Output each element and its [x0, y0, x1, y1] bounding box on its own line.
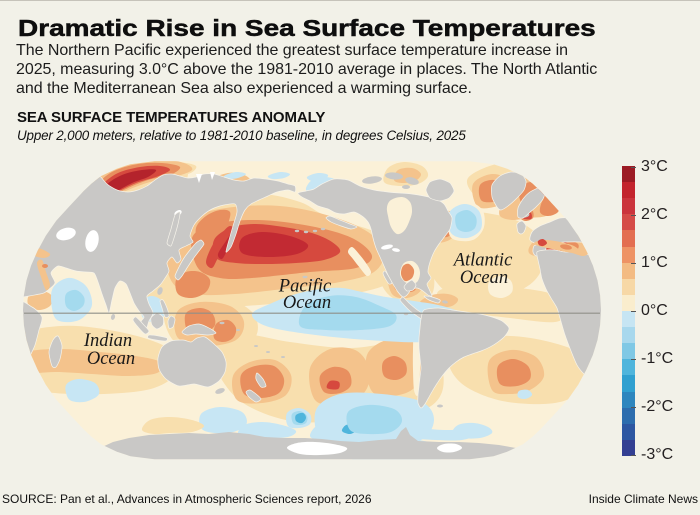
- svg-text:Indian: Indian: [83, 331, 132, 351]
- svg-text:Ocean: Ocean: [87, 349, 135, 369]
- svg-text:Ocean: Ocean: [460, 268, 508, 288]
- svg-text:Pacific: Pacific: [278, 277, 332, 297]
- svg-text:Atlantic: Atlantic: [452, 251, 513, 271]
- svg-text:Ocean: Ocean: [283, 293, 331, 313]
